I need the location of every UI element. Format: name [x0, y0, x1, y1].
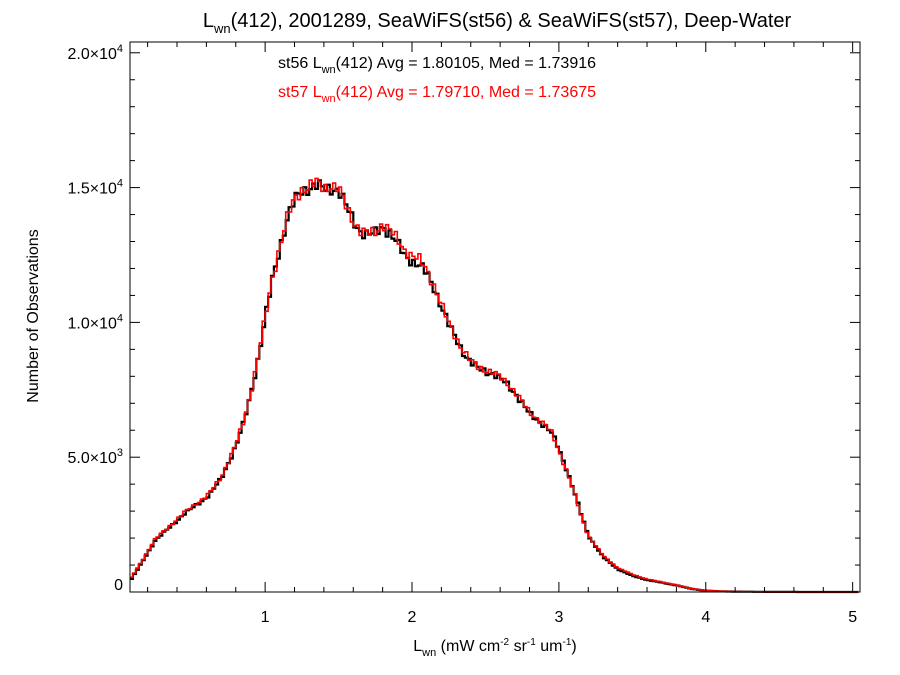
plot-frame	[129, 41, 861, 593]
series-line-st56	[130, 179, 859, 594]
x-tick-label: 5	[848, 609, 857, 626]
y-tick-label: 1.5×104	[67, 178, 123, 198]
x-tick-label: 1	[261, 609, 270, 626]
x-tick-label: 2	[408, 609, 417, 626]
x-axis-title: Lwn (mW cm-2 sr-1 um-1)	[413, 637, 576, 659]
stats-annotations: st56 Lwn(412) Avg = 1.80105, Med = 1.739…	[278, 55, 596, 105]
y-axis-title: Number of Observations	[25, 229, 42, 402]
y-axis: 0 5.0×103 1.0×104 1.5×104 2.0×104	[67, 43, 860, 594]
series-line-st57	[130, 177, 859, 593]
annotation-st56: st56 Lwn(412) Avg = 1.80105, Med = 1.739…	[278, 55, 596, 76]
y-tick-label: 2.0×104	[67, 43, 123, 63]
y-tick-label: 5.0×103	[67, 447, 123, 467]
chart-title: Lwn(412), 2001289, SeaWiFS(st56) & SeaWi…	[203, 10, 792, 36]
x-tick-label: 4	[701, 609, 710, 626]
y-tick-label: 1.0×104	[67, 312, 123, 332]
annotation-st57: st57 Lwn(412) Avg = 1.79710, Med = 1.736…	[278, 84, 596, 105]
x-tick-label: 3	[554, 609, 563, 626]
x-axis: 1 2 3 4 5	[147, 42, 857, 626]
y-tick-label: 0	[114, 577, 123, 594]
series-layer	[130, 177, 859, 594]
